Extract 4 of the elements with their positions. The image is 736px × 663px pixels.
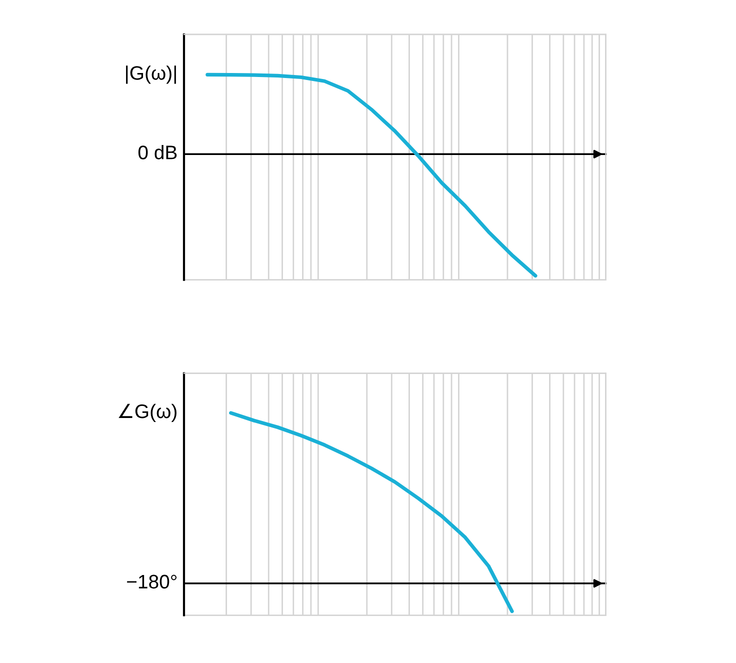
- text: 0 dB: [138, 145, 177, 160]
- y-axis-title: ∠G(ω): [118, 404, 176, 422]
- y-axis-title: |G(ω)|: [126, 66, 176, 84]
- text: −180°: [127, 574, 177, 589]
